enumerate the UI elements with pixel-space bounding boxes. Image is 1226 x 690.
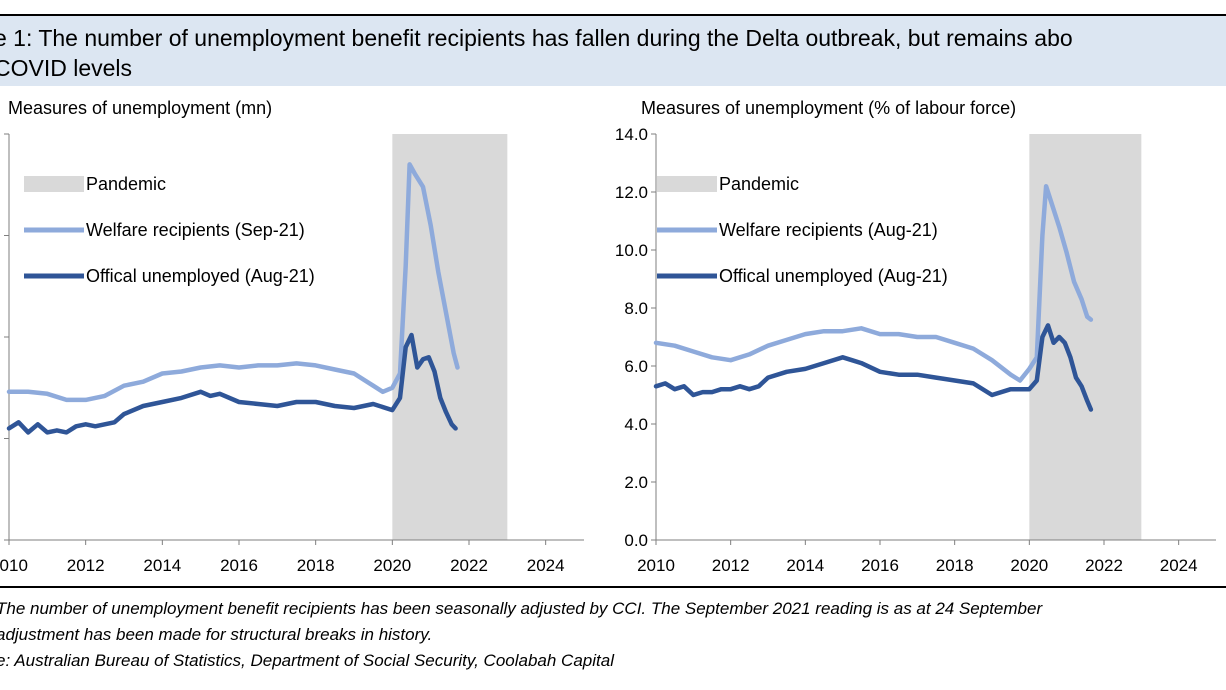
x-tick-label: 2018 <box>297 556 335 575</box>
chart-subtitle: Measures of unemployment (mn) <box>8 98 272 118</box>
x-tick-label: 2010 <box>637 556 675 575</box>
y-tick-label: 0.0 <box>624 531 648 550</box>
legend-welfare-label: Welfare recipients (Sep-21) <box>86 220 305 240</box>
figure-title-line-2: COVID levels <box>0 55 133 81</box>
chart-left-millions: Measures of unemployment (mn) 2010 2012 201… <box>0 86 610 586</box>
source-line: e: Australian Bureau of Statistics, Depa… <box>0 651 614 670</box>
x-tick-label: 2014 <box>786 556 824 575</box>
footnote-line-1: The number of unemployment benefit recip… <box>0 599 1043 618</box>
x-tick-label: 2016 <box>861 556 899 575</box>
official-unemployed-line <box>6 332 458 435</box>
x-tick-label: 2014 <box>143 556 181 575</box>
figure-title-line-1: e 1: The number of unemployment benefit … <box>0 25 1073 51</box>
x-tick-label: 2020 <box>1010 556 1048 575</box>
bottom-rule <box>0 586 1226 588</box>
x-tick-label: 2022 <box>1085 556 1123 575</box>
legend-official-label: Offical unemployed (Aug-21) <box>86 266 315 286</box>
x-tick-label: 2018 <box>936 556 974 575</box>
x-tick-label: 2016 <box>220 556 258 575</box>
y-tick-label: 12.0 <box>615 183 648 202</box>
legend-pandemic-label: Pandemic <box>86 174 166 194</box>
top-rule <box>0 14 1226 16</box>
pandemic-shade <box>1029 134 1142 540</box>
y-tick-label: 8.0 <box>624 299 648 318</box>
footnote-line-2: adjustment has been made for structural … <box>0 625 433 644</box>
y-tick-label: 4.0 <box>624 415 648 434</box>
chart-svg: Measures of unemployment (% of labour fo… <box>615 98 1216 575</box>
x-tick-label: 2022 <box>450 556 488 575</box>
y-tick-label: 14.0 <box>615 125 648 144</box>
x-tick-label: 2012 <box>712 556 750 575</box>
y-tick-label: 2.0 <box>624 473 648 492</box>
legend-pandemic-label: Pandemic <box>719 174 799 194</box>
chart-subtitle: Measures of unemployment (% of labour fo… <box>641 98 1016 118</box>
y-tick-label: 6.0 <box>624 357 648 376</box>
welfare-recipients-line <box>653 183 1094 383</box>
legend-swatch-pandemic <box>24 176 84 192</box>
title-band: e 1: The number of unemployment benefit … <box>0 16 1226 86</box>
official-unemployed-line <box>653 323 1094 412</box>
y-tick-label: 10.0 <box>615 241 648 260</box>
x-tick-label: 2024 <box>1160 556 1198 575</box>
legend-welfare-label: Welfare recipients (Aug-21) <box>719 220 938 240</box>
legend-official-label: Offical unemployed (Aug-21) <box>719 266 948 286</box>
chart-svg: Measures of unemployment (mn) 2010 2012 201… <box>0 98 584 575</box>
chart-right-percent: Measures of unemployment (% of labour fo… <box>610 86 1226 586</box>
welfare-recipients-line <box>6 162 460 403</box>
x-tick-label: 2020 <box>373 556 411 575</box>
legend-swatch-pandemic <box>657 176 717 192</box>
x-tick-label: 2012 <box>67 556 105 575</box>
x-tick-label: 2010 <box>0 556 28 575</box>
x-tick-label: 2024 <box>527 556 565 575</box>
